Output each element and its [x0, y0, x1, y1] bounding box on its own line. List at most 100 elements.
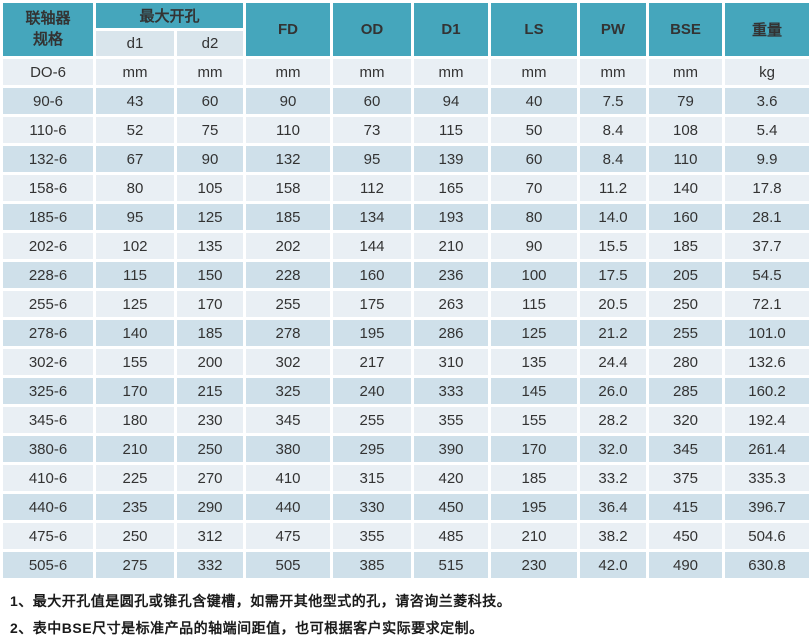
table-cell: kg — [725, 59, 809, 85]
table-cell: 60 — [177, 88, 244, 114]
table-cell: 110 — [649, 146, 723, 172]
table-cell: 440-6 — [3, 494, 93, 520]
table-cell: 67 — [96, 146, 174, 172]
table-cell: 355 — [333, 523, 412, 549]
table-cell: 160 — [333, 262, 412, 288]
table-cell: 110-6 — [3, 117, 93, 143]
table-cell: 90-6 — [3, 88, 93, 114]
table-header: 联轴器 规格 最大开孔 FD OD D1 LS PW BSE 重量 d1 d2 — [3, 3, 809, 56]
table-cell: 345 — [246, 407, 331, 433]
header-coupling-spec: 联轴器 规格 — [3, 3, 93, 56]
table-cell: 310 — [414, 349, 489, 375]
table-row: 132-6 67 90 132 95 139 60 8.4 110 9.9 — [3, 146, 809, 172]
table-row: 410-6 225 270 410 315 420 185 33.2 375 335.3 — [3, 465, 809, 491]
table-cell: 261.4 — [725, 436, 809, 462]
table-cell: 630.8 — [725, 552, 809, 578]
table-cell: 215 — [177, 378, 244, 404]
table-cell: 235 — [96, 494, 174, 520]
header-pw: PW — [580, 3, 647, 56]
table-cell: 3.6 — [725, 88, 809, 114]
table-cell: 95 — [333, 146, 412, 172]
table-cell: 28.1 — [725, 204, 809, 230]
footnotes: 1、最大开孔值是圆孔或锥孔含键槽，如需开其他型式的孔，请咨询兰菱科技。 2、表中… — [0, 581, 812, 638]
table-cell: 275 — [96, 552, 174, 578]
footnote-2: 2、表中BSE尺寸是标准产品的轴端间距值，也可根据客户实际要求定制。 — [10, 620, 484, 636]
table-cell: 95 — [96, 204, 174, 230]
table-cell: 90 — [491, 233, 578, 259]
table-cell: 280 — [649, 349, 723, 375]
table-cell: 450 — [649, 523, 723, 549]
table-cell: 250 — [649, 291, 723, 317]
table-cell: 250 — [96, 523, 174, 549]
footnote-1: 1、最大开孔值是圆孔或锥孔含键槽，如需开其他型式的孔，请咨询兰菱科技。 — [10, 593, 512, 609]
table-row: 255-6 125 170 255 175 263 115 20.5 250 72.1 — [3, 291, 809, 317]
table-cell: 330 — [333, 494, 412, 520]
table-cell: 24.4 — [580, 349, 647, 375]
table-cell: 250 — [177, 436, 244, 462]
table-cell: 155 — [96, 349, 174, 375]
table-cell: 325 — [246, 378, 331, 404]
header-fd: FD — [246, 3, 331, 56]
table-cell: 355 — [414, 407, 489, 433]
units-row: DO-6 mm mm mm mm mm mm mm mm kg — [3, 59, 809, 85]
table-cell: 160 — [649, 204, 723, 230]
header-max-bore: 最大开孔 — [96, 3, 244, 28]
table-cell: 80 — [96, 175, 174, 201]
table-cell: 135 — [491, 349, 578, 375]
table-cell: 415 — [649, 494, 723, 520]
table-cell: 158 — [246, 175, 331, 201]
table-cell: 228 — [246, 262, 331, 288]
table-cell: 21.2 — [580, 320, 647, 346]
table-cell: 158-6 — [3, 175, 93, 201]
header-coupling-spec-line1: 联轴器 — [25, 10, 71, 28]
table-cell: 140 — [649, 175, 723, 201]
table-cell: 185 — [649, 233, 723, 259]
table-cell: 14.0 — [580, 204, 647, 230]
table-cell: mm — [414, 59, 489, 85]
table-cell: 255 — [333, 407, 412, 433]
table-cell: 115 — [491, 291, 578, 317]
table-cell: 230 — [491, 552, 578, 578]
table-cell: 40 — [491, 88, 578, 114]
table-cell: 286 — [414, 320, 489, 346]
table-cell: 202-6 — [3, 233, 93, 259]
table-cell: 230 — [177, 407, 244, 433]
table-cell: 80 — [491, 204, 578, 230]
table-cell: 380-6 — [3, 436, 93, 462]
table-cell: 504.6 — [725, 523, 809, 549]
table-cell: 345 — [649, 436, 723, 462]
table-cell: 175 — [333, 291, 412, 317]
table-cell: 505 — [246, 552, 331, 578]
table-cell: 20.5 — [580, 291, 647, 317]
table-cell: 302-6 — [3, 349, 93, 375]
table-row: 380-6 210 250 380 295 390 170 32.0 345 261.4 — [3, 436, 809, 462]
table-cell: mm — [333, 59, 412, 85]
table-cell: mm — [246, 59, 331, 85]
table-cell: 60 — [333, 88, 412, 114]
table-cell: 139 — [414, 146, 489, 172]
table-cell: 332 — [177, 552, 244, 578]
table-cell: 15.5 — [580, 233, 647, 259]
table-cell: 505-6 — [3, 552, 93, 578]
table-cell: 125 — [491, 320, 578, 346]
table-cell: 73 — [333, 117, 412, 143]
table-cell: 228-6 — [3, 262, 93, 288]
table-cell: 335.3 — [725, 465, 809, 491]
table-cell: 8.4 — [580, 117, 647, 143]
table-cell: 385 — [333, 552, 412, 578]
header-coupling-spec-line2: 规格 — [32, 30, 63, 48]
table-cell: 285 — [649, 378, 723, 404]
table-cell: 200 — [177, 349, 244, 375]
table-row: 110-6 52 75 110 73 115 50 8.4 108 5.4 — [3, 117, 809, 143]
table-cell: 255-6 — [3, 291, 93, 317]
table-cell: 302 — [246, 349, 331, 375]
table-row: 202-6 102 135 202 144 210 90 15.5 185 37.7 — [3, 233, 809, 259]
table-row: 185-6 95 125 185 134 193 80 14.0 160 28.1 — [3, 204, 809, 230]
table-cell: 17.8 — [725, 175, 809, 201]
table-row: 475-6 250 312 475 355 485 210 38.2 450 504.6 — [3, 523, 809, 549]
table-cell: 290 — [177, 494, 244, 520]
header-d1-col: D1 — [414, 3, 489, 56]
table-cell: 185-6 — [3, 204, 93, 230]
table-cell: 410-6 — [3, 465, 93, 491]
